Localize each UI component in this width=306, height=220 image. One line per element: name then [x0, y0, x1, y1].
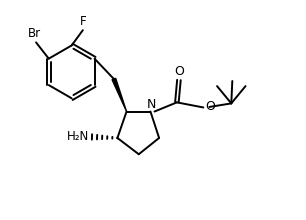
Text: N: N: [146, 97, 156, 110]
Text: H₂N: H₂N: [67, 130, 89, 143]
Text: O: O: [174, 65, 184, 78]
Text: Br: Br: [28, 27, 41, 40]
Text: O: O: [205, 100, 215, 113]
Text: F: F: [80, 15, 87, 28]
Polygon shape: [112, 78, 127, 112]
